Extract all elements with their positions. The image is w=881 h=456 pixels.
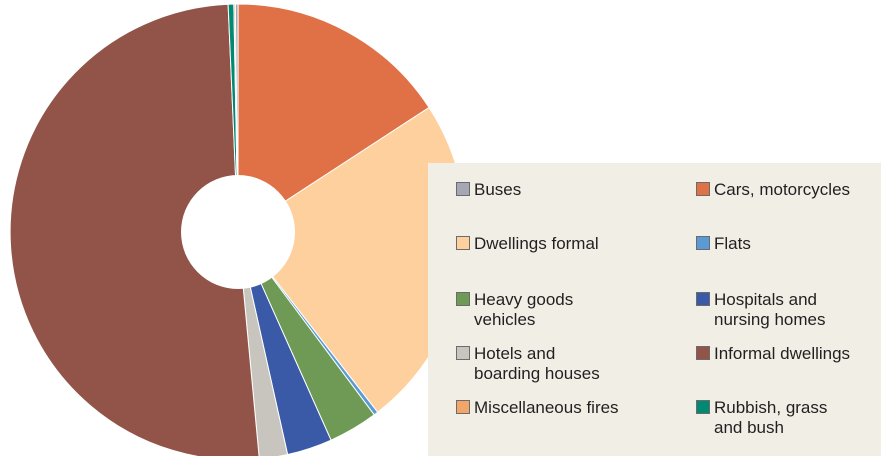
legend-item-informal-dwellings: Informal dwellings xyxy=(696,344,850,364)
legend-item-cars-motorcycles: Cars, motorcycles xyxy=(696,180,850,200)
legend-swatch xyxy=(456,182,470,196)
legend-item-hotels-and-boarding-houses: Hotels and boarding houses xyxy=(456,344,600,384)
slice-cars-motorcycles xyxy=(237,3,430,233)
legend-item-rubbish-grass-and-bush: Rubbish, grass and bush xyxy=(696,398,827,438)
legend-swatch xyxy=(696,292,710,306)
legend-label: Hotels and boarding houses xyxy=(474,344,600,383)
legend-item-buses: Buses xyxy=(456,180,521,200)
legend-item-miscellaneous-fires: Miscellaneous fires xyxy=(456,398,619,418)
legend-swatch xyxy=(456,346,470,360)
legend-label: Dwellings formal xyxy=(474,234,599,253)
legend-item-heavy-goods-vehicles: Heavy goods vehicles xyxy=(456,290,573,330)
legend-item-dwellings-formal: Dwellings formal xyxy=(456,234,599,254)
legend-label: Flats xyxy=(714,234,751,253)
legend-label: Informal dwellings xyxy=(714,344,851,363)
legend-swatch xyxy=(696,236,710,250)
legend-swatch xyxy=(696,182,710,196)
legend-item-hospitals-and-nursing-homes: Hospitals and nursing homes xyxy=(696,290,826,330)
legend-swatch xyxy=(456,292,470,306)
legend-label: Buses xyxy=(474,180,522,199)
legend-label: Cars, motorcycles xyxy=(714,180,851,199)
legend-label: Miscellaneous fires xyxy=(474,398,619,417)
legend-swatch xyxy=(696,346,710,360)
legend-swatch xyxy=(696,400,710,414)
legend-swatch xyxy=(456,400,470,414)
donut-slices xyxy=(9,3,467,456)
legend: Buses Cars, motorcycles Dwellings formal Fl… xyxy=(428,163,881,456)
donut-hole xyxy=(181,175,295,289)
slice-miscellaneous-fires xyxy=(233,3,239,233)
legend-label: Rubbish, grass and bush xyxy=(714,398,828,437)
legend-item-flats: Flats xyxy=(696,234,751,254)
legend-label: Heavy goods vehicles xyxy=(474,290,574,329)
slice-informal-dwellings xyxy=(9,3,260,456)
slice-hotels-and-boarding-houses xyxy=(237,231,289,456)
legend-label: Hospitals and nursing homes xyxy=(714,290,826,329)
legend-swatch xyxy=(456,236,470,250)
